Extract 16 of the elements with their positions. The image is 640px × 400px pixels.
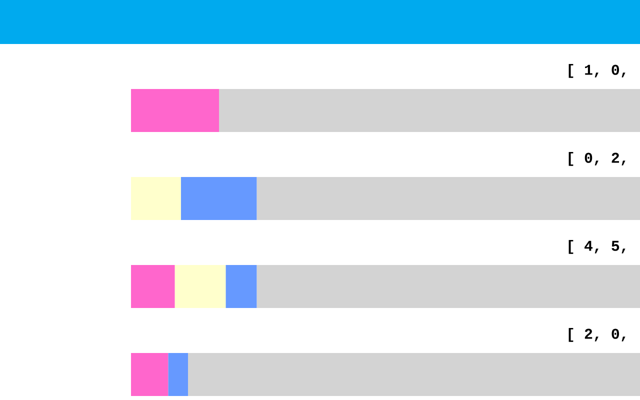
bar — [168, 353, 188, 396]
bar — [256, 265, 640, 308]
bar — [131, 265, 175, 308]
bar — [256, 177, 640, 220]
bar — [219, 89, 640, 132]
bar — [131, 353, 168, 396]
annotation: [ 0, 2, — [568, 152, 626, 166]
annotation: [ 4, 5, — [568, 240, 626, 254]
bar — [131, 177, 181, 220]
annotation: [ 2, 0, — [568, 328, 626, 342]
bar — [226, 265, 257, 308]
bar — [131, 89, 220, 132]
bar — [174, 265, 226, 308]
bar — [188, 353, 640, 396]
annotation: [ 1, 0, — [568, 64, 626, 78]
bar — [180, 177, 257, 220]
